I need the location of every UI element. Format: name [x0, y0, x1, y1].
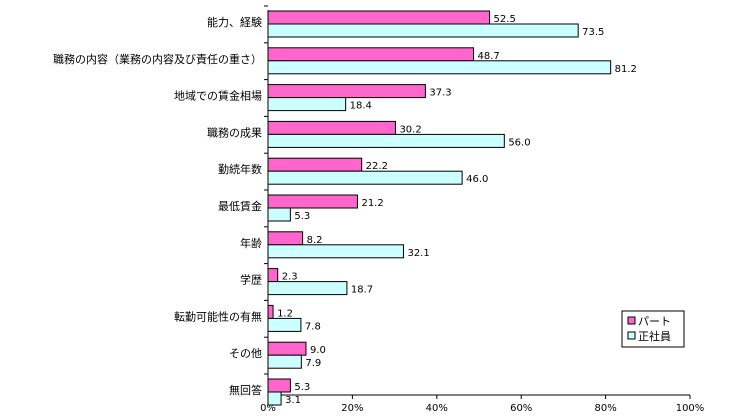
data-label: 52.5: [494, 14, 516, 25]
category-label: その他: [229, 347, 262, 360]
x-tick-label: 60%: [510, 403, 532, 414]
data-label: 18.4: [350, 101, 372, 112]
data-label: 7.8: [305, 321, 321, 332]
data-label: 1.2: [277, 308, 293, 319]
data-label: 22.2: [366, 161, 388, 172]
bar: [267, 354, 302, 369]
data-label: 46.0: [466, 174, 488, 185]
category-label: 無回答: [229, 383, 262, 397]
bar: [267, 317, 302, 332]
bar: [267, 281, 348, 296]
data-label: 21.2: [361, 198, 383, 209]
x-tick-label: 80%: [594, 403, 616, 414]
x-tick-label: 40%: [426, 403, 448, 414]
data-label: 73.5: [582, 27, 604, 38]
data-label: 3.1: [285, 395, 301, 406]
bar: [267, 194, 358, 209]
data-label: 30.2: [399, 124, 421, 135]
bar: [267, 244, 404, 259]
category-label: 職務の内容（業務の内容及び責任の重さ）: [53, 52, 262, 66]
data-label: 5.3: [294, 382, 310, 393]
category-label: 年齢: [240, 236, 262, 250]
bar: [267, 60, 612, 75]
bar: [267, 341, 307, 356]
x-tick-label: 100%: [676, 403, 705, 414]
category-label: 最低賃金: [218, 199, 262, 213]
category-label: 職務の成果: [207, 125, 262, 139]
category-label: 地域での賃金相場: [174, 89, 262, 103]
legend-label: パート: [638, 315, 671, 328]
data-label: 48.7: [478, 51, 500, 62]
category-label: 転勤可能性の有無: [174, 309, 262, 323]
bar: [267, 23, 579, 38]
bar: [267, 207, 291, 222]
bar: [267, 268, 279, 283]
x-tick-label: 0%: [260, 403, 276, 414]
data-label: 37.3: [429, 88, 451, 99]
legend-swatch: [627, 331, 636, 340]
x-tick-label: 20%: [341, 403, 363, 414]
bar: [267, 378, 291, 393]
bar: [267, 120, 396, 135]
data-label: 7.9: [305, 358, 321, 369]
bar: [267, 97, 347, 112]
data-label: 8.2: [307, 235, 323, 246]
bar: [267, 304, 274, 319]
category-label: 学歴: [240, 273, 262, 287]
data-label: 2.3: [282, 272, 298, 283]
data-label: 32.1: [407, 248, 429, 259]
legend-swatch: [627, 316, 636, 325]
data-label: 81.2: [615, 64, 637, 75]
bar: [267, 133, 505, 148]
category-label: 能力、経験: [207, 15, 262, 29]
legend-label: 正社員: [638, 329, 671, 343]
bar: [267, 391, 282, 406]
bar: [267, 231, 304, 246]
bar: [267, 10, 491, 25]
bar: [267, 170, 463, 185]
bar: [267, 157, 363, 172]
data-label: 18.7: [351, 285, 373, 296]
data-label: 9.0: [310, 345, 326, 356]
data-label: 56.0: [508, 137, 530, 148]
bar: [267, 84, 426, 99]
bar: [267, 47, 475, 62]
data-label: 5.3: [294, 211, 310, 222]
plot-area: 0% 20% 40% 60% 80% 100% 能力、経験 52.5 73.5 職務の内容（業務の…: [53, 5, 705, 414]
category-label: 勤続年数: [218, 162, 262, 176]
